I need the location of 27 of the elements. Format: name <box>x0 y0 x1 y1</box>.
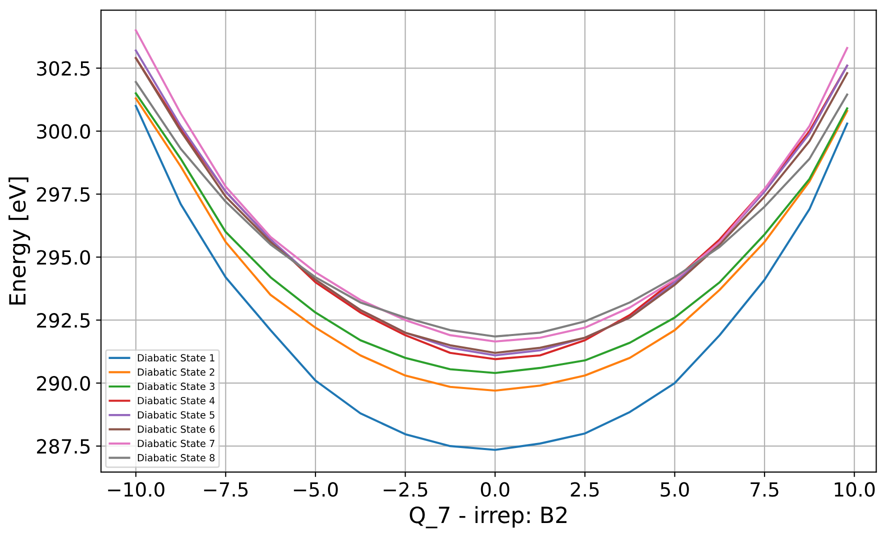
legend-label: Diabatic State 5 <box>138 411 214 419</box>
y-axis-title: Energy [eV] <box>8 177 30 304</box>
x-tick-label: 0.0 <box>480 482 510 497</box>
x-tick-label: 5.0 <box>660 482 689 497</box>
legend-label: Diabatic State 6 <box>138 425 215 433</box>
x-axis-title: Q_7 - irrep: B2 <box>410 506 566 528</box>
legend-label: Diabatic State 8 <box>138 454 215 462</box>
legend-label: Diabatic State 4 <box>138 396 215 404</box>
x-tick-label: −10.0 <box>108 482 164 497</box>
line-series <box>134 104 848 451</box>
x-tick-label: −7.5 <box>204 482 248 497</box>
x-tick-label: 2.5 <box>570 482 599 497</box>
y-tick-label: 292.5 <box>37 313 90 328</box>
legend-label: Diabatic State 7 <box>138 440 214 448</box>
x-tick-label: −2.5 <box>384 482 428 497</box>
y-tick-label: 297.5 <box>37 187 90 202</box>
legend-label: Diabatic State 3 <box>138 382 214 390</box>
y-tick-label: 302.5 <box>37 61 90 76</box>
y-tick-label: 300.0 <box>37 124 90 139</box>
x-tick-label: 7.5 <box>750 482 778 497</box>
legend-label: Diabatic State 1 <box>138 354 214 362</box>
y-tick-label: 290.0 <box>37 376 90 391</box>
x-tick-label: 10.0 <box>834 482 875 497</box>
y-tick-label: 287.5 <box>37 439 90 454</box>
x-tick-label: −5.0 <box>294 482 338 497</box>
y-tick-label: 295.0 <box>37 250 90 265</box>
legend-label: Diabatic State 2 <box>138 368 214 376</box>
